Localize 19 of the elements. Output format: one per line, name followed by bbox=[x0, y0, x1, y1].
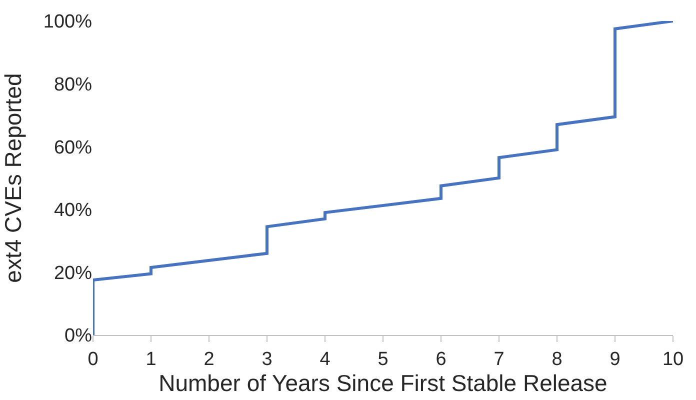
x-axis-title: Number of Years Since First Stable Release bbox=[158, 370, 608, 396]
x-tick-label: 8 bbox=[552, 348, 562, 370]
x-tick-label: 10 bbox=[662, 348, 684, 370]
x-tick-label: 0 bbox=[88, 348, 98, 370]
y-tick-label: 0% bbox=[64, 326, 92, 347]
x-tick-label: 3 bbox=[262, 348, 272, 370]
x-tick-label: 6 bbox=[436, 348, 446, 370]
x-tick-label: 7 bbox=[494, 348, 504, 370]
y-tick-label: 100% bbox=[43, 12, 92, 33]
x-tick-label: 5 bbox=[378, 348, 388, 370]
x-tick-label: 1 bbox=[146, 348, 156, 370]
x-tick-label: 9 bbox=[610, 348, 620, 370]
y-tick-label: 60% bbox=[54, 137, 92, 158]
y-tick-label: 80% bbox=[54, 74, 92, 96]
y-tick-label: 40% bbox=[54, 200, 92, 222]
y-axis-title: ext4 CVEs Reported bbox=[0, 73, 26, 283]
x-tick-label: 2 bbox=[204, 348, 214, 370]
x-tick-label: 4 bbox=[320, 348, 331, 370]
y-tick-label: 20% bbox=[54, 262, 92, 284]
